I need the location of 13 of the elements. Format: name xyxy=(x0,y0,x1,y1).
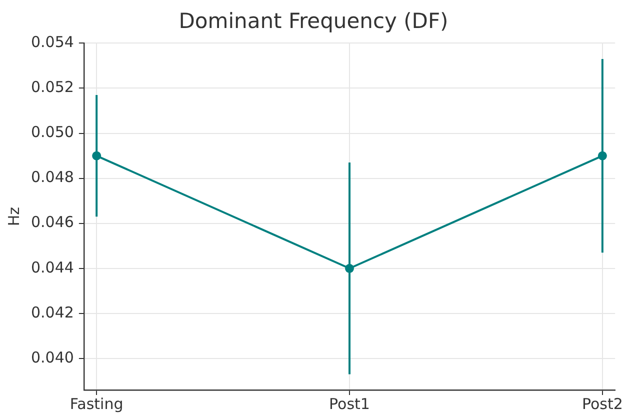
y-tick-label: 0.054 xyxy=(30,33,74,52)
y-tick-label: 0.042 xyxy=(30,303,74,322)
x-tick-label: Post1 xyxy=(329,394,370,413)
x-tick-label: Post2 xyxy=(582,394,623,413)
y-axis-title: Hz xyxy=(4,206,23,226)
x-tick-label: Fasting xyxy=(70,394,124,413)
y-tick-label: 0.044 xyxy=(30,258,74,276)
y-tick-label: 0.048 xyxy=(30,168,74,186)
y-tick-label: 0.052 xyxy=(30,78,74,96)
y-tick-label: 0.040 xyxy=(30,348,74,366)
y-tick-label: 0.046 xyxy=(30,213,74,232)
chart-title: Dominant Frequency (DF) xyxy=(178,9,448,34)
y-tick-label: 0.050 xyxy=(30,123,74,142)
